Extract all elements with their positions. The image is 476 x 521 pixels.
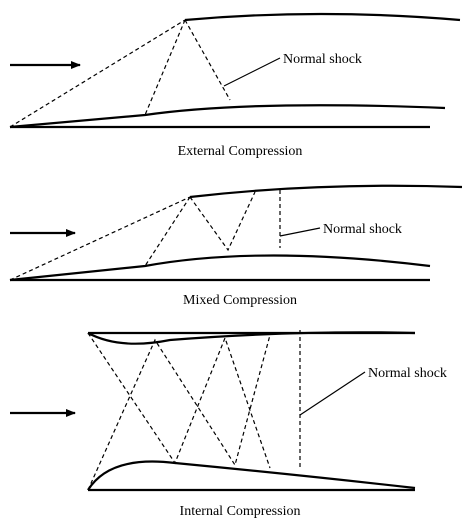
ramp bbox=[87, 460, 416, 491]
shocks bbox=[87, 330, 301, 491]
external-panel: Normal shock External Compression bbox=[9, 12, 461, 159]
shock-label: Normal shock bbox=[323, 222, 402, 237]
shock-label: Normal shock bbox=[368, 366, 447, 381]
cowl bbox=[184, 12, 461, 22]
mixed-panel: Normal shock Mixed Compression bbox=[9, 184, 463, 308]
cowl bbox=[189, 184, 463, 199]
shock-label: Normal shock bbox=[283, 52, 362, 67]
leader bbox=[223, 57, 281, 87]
caption: External Compression bbox=[178, 144, 303, 159]
leader bbox=[279, 227, 321, 237]
caption: Mixed Compression bbox=[183, 293, 297, 308]
ramp bbox=[9, 254, 431, 282]
cowl-lower bbox=[87, 331, 416, 345]
leader bbox=[299, 371, 366, 416]
caption: Internal Compression bbox=[180, 504, 301, 519]
shocks bbox=[9, 190, 281, 281]
ramp bbox=[9, 104, 446, 129]
internal-panel: Normal shock Internal Compression bbox=[10, 330, 447, 519]
shocks bbox=[9, 19, 231, 128]
